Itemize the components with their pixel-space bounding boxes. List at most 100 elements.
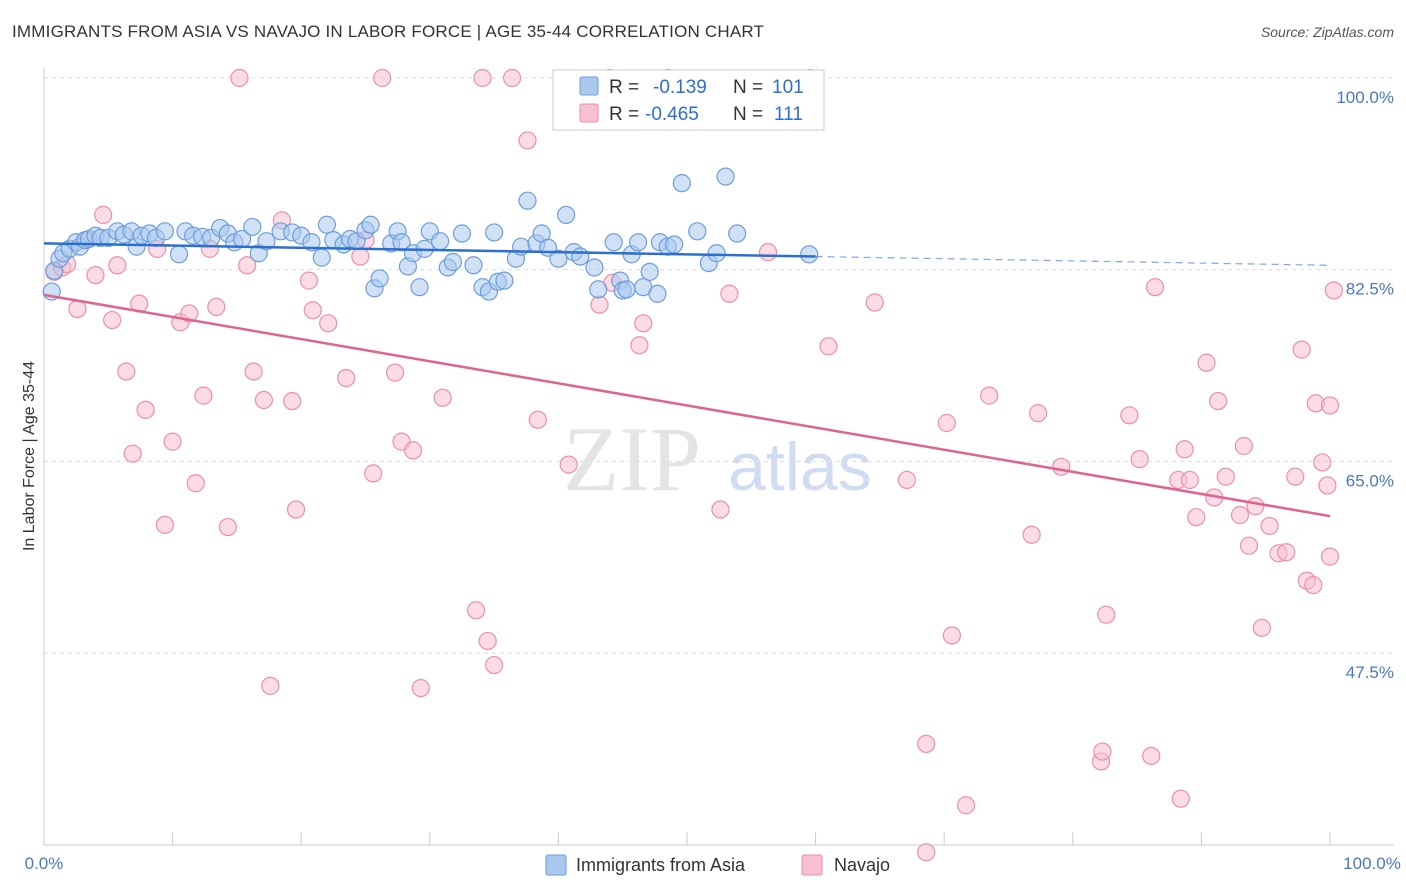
asia-point <box>589 280 608 299</box>
navajo-point <box>758 243 778 262</box>
navajo-point <box>94 205 113 225</box>
navajo-point <box>559 455 578 474</box>
navajo-point <box>466 601 486 620</box>
navajo-point <box>956 796 976 815</box>
grid-lines <box>44 77 1394 654</box>
navajo-point <box>155 515 174 534</box>
navajo-point <box>1277 543 1296 562</box>
navajo-point <box>819 337 838 356</box>
asia-point <box>557 205 576 225</box>
navajo-point <box>1175 440 1194 459</box>
navajo-point <box>186 474 205 493</box>
asia-trend-extension <box>815 255 1331 266</box>
navajo-point <box>1230 505 1250 525</box>
navajo-point <box>1318 476 1337 495</box>
navajo-point <box>1142 746 1161 766</box>
y-tick-label-2: 65.0% <box>1346 471 1394 490</box>
legend-r-label-1: R = <box>609 77 639 98</box>
navajo-point <box>1097 605 1116 624</box>
watermark: ZIP atlas <box>563 408 872 510</box>
asia-point <box>728 224 747 243</box>
asia-point <box>155 222 174 241</box>
navajo-point <box>720 284 739 303</box>
navajo-point <box>180 304 199 323</box>
asia-point <box>665 235 684 254</box>
navajo-point <box>86 266 105 285</box>
asia-point <box>629 233 648 252</box>
navajo-point <box>865 293 884 312</box>
asia-point <box>617 280 636 299</box>
navajo-point <box>473 68 492 88</box>
asia-point <box>672 174 691 193</box>
chart-title: IMMIGRANTS FROM ASIA VS NAVAJO IN LABOR … <box>12 22 765 41</box>
navajo-point <box>207 297 226 317</box>
navajo-point <box>283 391 302 411</box>
asia-point <box>257 232 276 251</box>
series-legend: Immigrants from Asia Navajo <box>545 854 890 876</box>
asia-point <box>464 256 483 275</box>
navajo-point <box>1022 525 1041 544</box>
navajo-point <box>634 314 653 333</box>
navajo-point <box>254 390 274 410</box>
navajo-point <box>68 299 87 319</box>
navajo-point <box>337 368 356 388</box>
navajo-point <box>319 314 338 333</box>
navajo-point <box>1313 453 1332 472</box>
asia-point <box>585 258 604 277</box>
correlation-legend: R = -0.139 N = 101 R = -0.465 N = 111 <box>552 69 825 131</box>
navajo-point <box>1320 547 1340 566</box>
navajo-trend-line <box>43 293 1331 518</box>
asia-point <box>485 223 504 242</box>
asia-point <box>302 233 321 252</box>
asia-point <box>312 248 331 267</box>
navajo-point <box>1209 391 1228 411</box>
bottom-legend-label-pink: Navajo <box>834 855 890 875</box>
navajo-point <box>1216 467 1235 486</box>
navajo-point <box>590 295 609 314</box>
navajo-point <box>194 386 213 405</box>
navajo-point <box>286 500 306 519</box>
navajo-point <box>163 432 182 451</box>
navajo-point <box>1180 470 1199 490</box>
navajo-point <box>1028 404 1048 423</box>
legend-r-value-1: -0.139 <box>653 77 707 98</box>
x-tick-label-min: 0.0% <box>25 854 64 873</box>
asia-point <box>410 278 429 297</box>
asia-point <box>549 249 568 268</box>
watermark-zip: ZIP <box>563 408 701 510</box>
navajo-point <box>403 441 423 460</box>
navajo-point <box>238 256 257 275</box>
asia-point <box>800 245 819 264</box>
asia-point <box>243 217 262 237</box>
y-axis-title: In Labor Force | Age 35-44 <box>21 361 38 551</box>
navajo-point <box>1171 789 1190 808</box>
navajo-point <box>980 386 999 405</box>
asia-trend-line <box>43 242 816 258</box>
series-immigrants-from-asia <box>42 167 819 303</box>
navajo-point <box>244 362 263 381</box>
navajo-point <box>1093 742 1112 761</box>
asia-point <box>430 232 450 251</box>
navajo-point <box>299 271 319 290</box>
watermark-atlas: atlas <box>728 429 872 505</box>
navajo-point <box>485 655 504 675</box>
legend-r-value-2: -0.465 <box>645 104 699 125</box>
navajo-point <box>303 301 322 320</box>
source-credit: Source: ZipAtlas.com <box>1260 24 1394 40</box>
navajo-point <box>937 413 956 433</box>
asia-point <box>370 269 389 288</box>
navajo-point <box>108 256 127 275</box>
asia-point <box>443 252 463 272</box>
y-tick-label-3: 47.5% <box>1346 663 1394 682</box>
navajo-point <box>1187 508 1206 527</box>
bottom-legend-swatch-pink <box>801 854 823 876</box>
asia-point <box>707 244 726 263</box>
navajo-point <box>1252 618 1271 637</box>
navajo-point <box>103 310 122 330</box>
asia-point <box>604 233 623 252</box>
legend-r-label-2: R = <box>609 104 639 125</box>
asia-point <box>518 191 537 210</box>
navajo-point <box>528 410 547 429</box>
x-ticks <box>172 832 1331 845</box>
asia-point <box>688 222 707 241</box>
